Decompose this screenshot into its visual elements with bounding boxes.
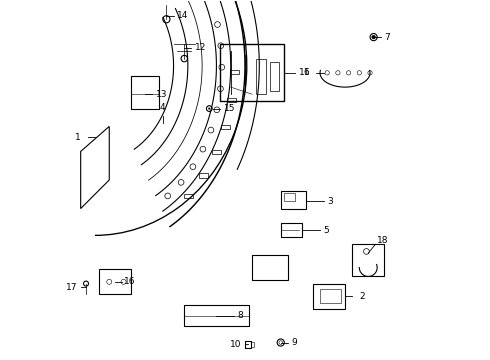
Text: 7: 7 bbox=[384, 33, 390, 42]
Bar bbox=[251, 342, 254, 347]
Bar bbox=[352, 244, 384, 276]
Bar bbox=[313, 284, 345, 309]
Text: 9: 9 bbox=[292, 338, 297, 347]
Bar bbox=[220, 44, 284, 102]
Bar bbox=[131, 76, 159, 109]
Bar bbox=[184, 305, 248, 327]
Text: 10: 10 bbox=[230, 340, 242, 349]
Bar bbox=[98, 269, 131, 294]
Text: 3: 3 bbox=[327, 197, 333, 206]
Bar bbox=[245, 341, 251, 348]
Bar bbox=[256, 59, 267, 94]
Text: 15: 15 bbox=[223, 104, 235, 113]
Circle shape bbox=[372, 35, 375, 39]
Bar bbox=[284, 193, 295, 202]
Text: 16: 16 bbox=[123, 277, 135, 286]
Text: 6: 6 bbox=[303, 68, 309, 77]
Text: 14: 14 bbox=[177, 11, 189, 20]
Bar bbox=[281, 223, 302, 237]
Bar bbox=[281, 191, 306, 208]
Text: 2: 2 bbox=[359, 292, 365, 301]
Text: 18: 18 bbox=[377, 236, 389, 245]
Text: 5: 5 bbox=[323, 225, 329, 234]
Text: 4: 4 bbox=[160, 103, 166, 112]
Circle shape bbox=[208, 108, 210, 110]
Bar bbox=[320, 289, 342, 303]
Text: 12: 12 bbox=[195, 43, 206, 52]
Text: 11: 11 bbox=[298, 68, 310, 77]
Bar bbox=[270, 62, 279, 91]
Text: 8: 8 bbox=[238, 311, 244, 320]
Text: 17: 17 bbox=[66, 283, 77, 292]
Text: 1: 1 bbox=[75, 132, 81, 141]
Text: 13: 13 bbox=[156, 90, 167, 99]
Bar bbox=[252, 255, 288, 280]
